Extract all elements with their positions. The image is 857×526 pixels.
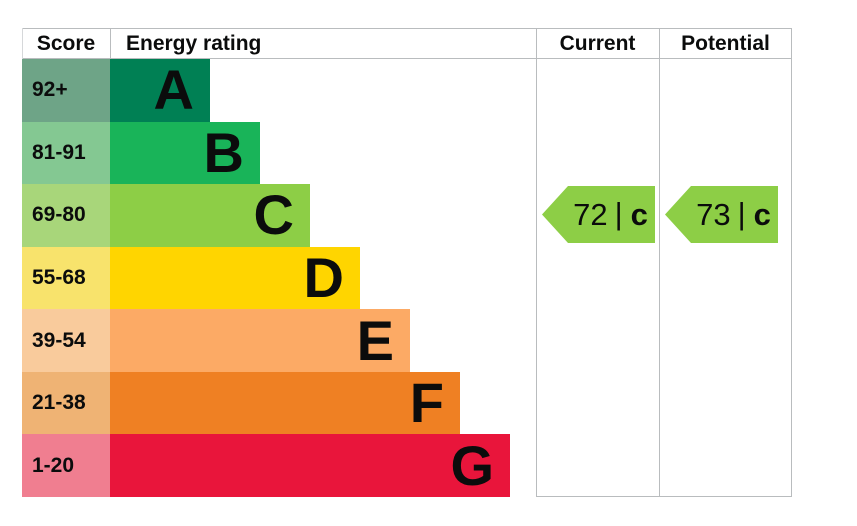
band-letter: C: [253, 183, 294, 247]
band-score-range: 55-68: [22, 246, 110, 310]
band-letter: F: [409, 371, 444, 435]
band-score-range: 1-20: [22, 434, 110, 498]
energy-rating-header: Energy rating: [126, 31, 262, 55]
band-letter: D: [303, 246, 344, 310]
band-score-range: 69-80: [22, 184, 110, 247]
band-score-range: 92+: [22, 59, 110, 122]
band-bar: A: [110, 59, 210, 122]
potential-column-divider: [659, 28, 660, 497]
rating-bands: 92+ A 81-91 B 69-80 C 55-68 D: [22, 59, 510, 498]
band-score-range: 21-38: [22, 371, 110, 435]
header-bottom-border: [22, 58, 792, 59]
table-bottom-border: [536, 496, 792, 497]
band-row-g: 1-20 G: [22, 433, 510, 498]
band-bar: C: [110, 184, 310, 247]
band-row-a: 92+ A: [22, 59, 510, 122]
left-pointing-arrow-shape: [542, 186, 655, 243]
band-bar: D: [110, 246, 360, 310]
band-bar: F: [110, 371, 460, 435]
current-header: Current: [559, 31, 636, 55]
separator: |: [614, 195, 623, 231]
band-row-d: 55-68 D: [22, 246, 510, 310]
band-bar: B: [110, 120, 260, 185]
band-letter: E: [356, 308, 394, 372]
potential-header: Potential: [681, 31, 770, 55]
current-column-divider: [536, 28, 537, 497]
potential-rating-text: 73 | c: [689, 186, 778, 243]
band-letter: G: [450, 433, 494, 497]
separator: |: [737, 195, 746, 231]
table-header-row: Score Energy rating Current Potential: [22, 29, 792, 58]
current-rating-band: c: [630, 196, 648, 232]
band-score-range: 81-91: [22, 121, 110, 185]
potential-rating-value: 73: [696, 196, 731, 232]
score-column-divider: [110, 28, 111, 58]
band-bar: E: [110, 309, 410, 372]
current-rating-arrow: 72 | c: [542, 186, 655, 243]
band-score-range: 39-54: [22, 309, 110, 372]
potential-rating-band: c: [753, 196, 771, 232]
current-rating-value: 72: [573, 196, 608, 232]
band-letter: A: [153, 58, 194, 122]
current-rating-text: 72 | c: [566, 186, 655, 243]
band-row-c: 69-80 C: [22, 184, 510, 247]
score-header: Score: [36, 31, 96, 55]
band-bar: G: [110, 433, 510, 498]
potential-rating-arrow: 73 | c: [665, 186, 778, 243]
left-pointing-arrow-shape: [665, 186, 778, 243]
table-right-border: [791, 28, 792, 497]
epc-table: Score Energy rating Current Potential 92…: [22, 28, 792, 498]
band-letter: B: [203, 120, 244, 184]
band-row-e: 39-54 E: [22, 309, 510, 372]
band-row-f: 21-38 F: [22, 371, 510, 435]
table-top-border: [22, 28, 792, 29]
band-row-b: 81-91 B: [22, 120, 510, 185]
